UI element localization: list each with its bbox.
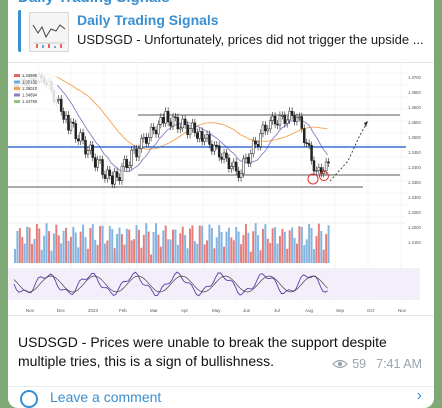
reply-snippet: USDSGD - Unfortunately, prices did not t… (77, 32, 424, 47)
projection-path (329, 120, 369, 182)
legend-entry: 1.34894 (22, 93, 38, 98)
time-tick-label: Jul (274, 308, 280, 313)
time-tick-label: Feb (119, 308, 127, 313)
time-tick-label: Nov (26, 308, 35, 313)
chart-image[interactable]: 1.3700 1.3650 1.3600 1.3550 1.3500 1.3450 1.34… (8, 62, 434, 316)
view-count: 59 (352, 357, 367, 371)
price-tick-label: 1.3150 (408, 240, 421, 245)
legend-entry: 1.35132 (22, 80, 38, 85)
reply-thumbnail (29, 12, 69, 52)
time-tick-label: Jun (243, 308, 251, 313)
low-marker-1 (307, 173, 319, 185)
time-tick-label: May (212, 308, 221, 313)
price-tick-label: 1.3200 (408, 225, 421, 230)
message-time: 7:41 AM (376, 357, 422, 371)
time-tick-label: Mar (150, 308, 158, 313)
legend-entry: 1.35010 (22, 86, 38, 91)
price-tick-label: 1.3250 (408, 210, 421, 215)
comment-bar[interactable]: Leave a comment › (8, 386, 434, 408)
oscillator-line (13, 271, 328, 297)
reply-preview[interactable]: Daily Trading Signals USDSGD - Unfortuna… (18, 10, 429, 52)
price-tick-label: 1.3550 (408, 120, 421, 125)
channel-title[interactable]: Daily Trading Signals (18, 0, 170, 8)
oscillator-panel (8, 268, 420, 300)
price-tick-label: 1.3650 (408, 90, 421, 95)
time-tick-label: 2023 (88, 308, 99, 313)
price-tick-label: 1.3500 (408, 135, 421, 140)
chevron-right-icon: › (416, 387, 422, 404)
price-tick-label: 1.3700 (408, 75, 421, 80)
price-tick-label: 1.3300 (408, 195, 421, 200)
message-meta: 59 7:41 AM (332, 357, 422, 371)
thumbnail-chart-icon (32, 24, 66, 48)
candles (13, 71, 330, 189)
leave-comment-link[interactable]: Leave a comment (50, 389, 162, 405)
moving-average-orange (13, 73, 328, 150)
message-text: USDSGD - Prices were unable to break the… (18, 334, 387, 369)
volume-bars (14, 223, 330, 263)
comment-icon (20, 390, 38, 408)
trading-chart: 1.3700 1.3650 1.3600 1.3550 1.3500 1.3450 1.34… (8, 63, 434, 313)
projection-arrow-icon (364, 121, 368, 127)
price-axis: 1.3700 1.3650 1.3600 1.3550 1.3500 1.3450 1.34… (406, 63, 434, 263)
legend-entry: 1.34780 (22, 99, 38, 104)
time-tick-label: Nov (398, 308, 407, 313)
legend-entry: 1.34988 (22, 73, 38, 78)
time-axis: Nov Dec 2023 Feb Mar Apr May Jun Jul Aug Sep Oct Nov (26, 308, 407, 313)
time-tick-label: Apr (181, 308, 189, 313)
price-tick-label: 1.3400 (408, 165, 421, 170)
time-tick-label: Aug (305, 308, 314, 313)
message-bubble: Daily Trading Signals Daily Trading Sign… (8, 0, 434, 408)
eye-icon (332, 359, 349, 369)
time-tick-label: Sep (336, 308, 345, 313)
price-tick-label: 1.3350 (408, 180, 421, 185)
price-tick-label: 1.3450 (408, 150, 421, 155)
time-tick-label: Dec (57, 308, 66, 313)
low-marker-2 (319, 171, 329, 181)
reply-sender-name: Daily Trading Signals (77, 12, 219, 28)
time-tick-label: Oct (367, 308, 375, 313)
price-tick-label: 1.3600 (408, 105, 421, 110)
oscillator-signal-line (13, 275, 328, 293)
